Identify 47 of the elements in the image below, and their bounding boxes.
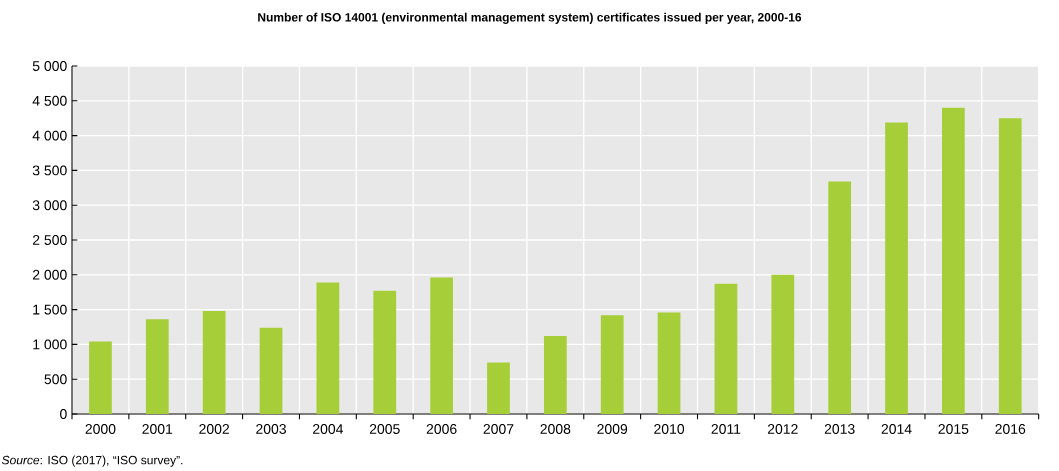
x-tick-label: 2004	[313, 424, 344, 434]
chart-title: Number of ISO 14001 (environmental management system) certificates issued per year, 2000-16	[258, 12, 802, 24]
x-tick-label: 2005	[369, 424, 400, 434]
x-tick-label: 2011	[711, 424, 741, 434]
bar	[998, 118, 1022, 414]
y-tick-label: 1 500	[33, 304, 67, 315]
x-tick-label: 2002	[199, 424, 230, 434]
bar	[202, 310, 226, 414]
y-tick-label: 5 000	[32, 61, 67, 71]
text: Source: ISO (2017), “ISO survey”.	[1, 455, 183, 467]
x-tick-label: 2013	[824, 424, 855, 434]
bar	[145, 319, 169, 414]
bar	[259, 327, 283, 414]
bar	[828, 181, 852, 414]
x-tick-label: 2015	[938, 424, 969, 434]
y-tick-label: 3 000	[32, 200, 67, 211]
x-tick-label: 2006	[426, 424, 457, 434]
x-tick-label: 2012	[767, 424, 798, 434]
bar	[316, 282, 340, 414]
x-tick-label: 2010	[654, 424, 685, 434]
x-tick-label: 2008	[540, 424, 571, 434]
x-tick-label: 2009	[597, 424, 628, 434]
bar	[487, 362, 510, 414]
y-tick-label: 0	[60, 409, 67, 419]
bar	[657, 312, 681, 414]
bar	[543, 336, 567, 414]
bar	[373, 290, 397, 414]
x-tick-label: 2014	[881, 424, 912, 434]
bar	[714, 283, 738, 414]
y-tick-label: 3 500	[32, 165, 67, 176]
x-tick-label: 2003	[256, 424, 286, 434]
x-tick-label: 2007	[483, 424, 514, 434]
x-tick-label: 2000	[85, 424, 116, 434]
bar	[942, 107, 965, 414]
x-tick-label: 2001	[142, 424, 173, 434]
y-tick-label: 4 000	[32, 130, 67, 141]
y-tick-label: 4 500	[32, 95, 67, 106]
bar	[600, 315, 624, 414]
bar	[885, 122, 908, 414]
y-tick-label: 1 000	[33, 339, 67, 350]
y-tick-label: 500	[44, 374, 67, 385]
bar	[430, 277, 453, 414]
x-tick-label: 2016	[995, 424, 1026, 434]
y-tick-label: 2 000	[32, 269, 67, 280]
y-tick-label: 2 500	[32, 235, 67, 245]
bar	[771, 274, 795, 414]
bar	[89, 341, 112, 414]
